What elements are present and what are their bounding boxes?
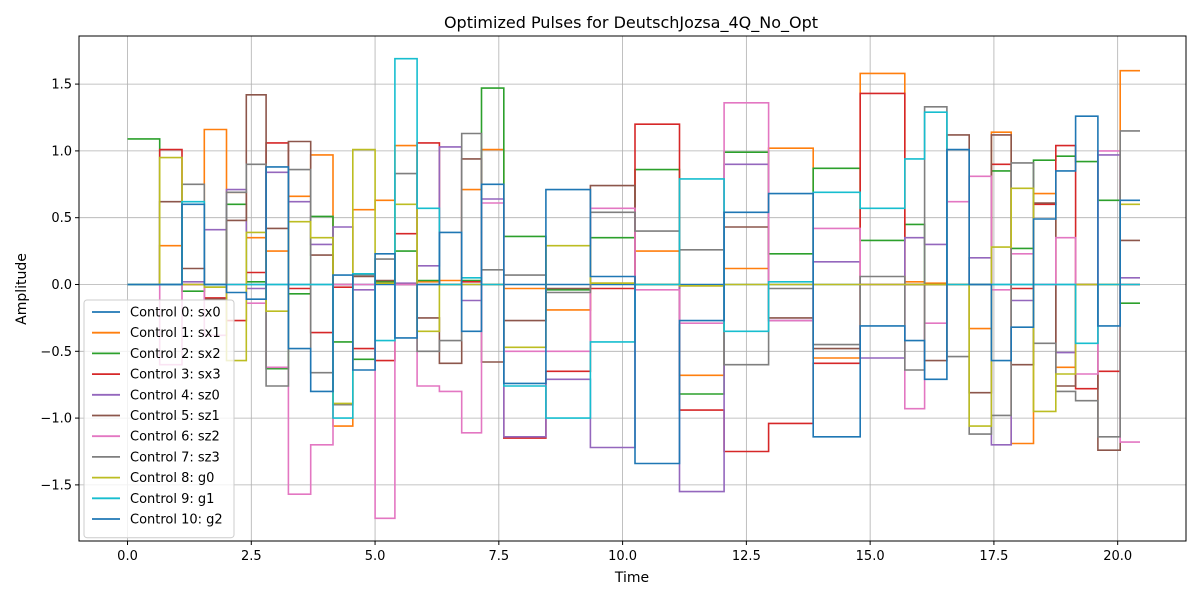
x-tick-label: 7.5	[488, 549, 509, 564]
legend: Control 0: sx0 Control 1: sx1 Control 2: s…	[83, 299, 235, 539]
plot-series	[127, 57, 1140, 520]
series-line-9	[127, 57, 1140, 419]
legend-label-2: Control 2: sx2	[130, 347, 221, 362]
legend-label-0: Control 0: sx0	[130, 306, 221, 321]
legend-label-7: Control 7: sz3	[130, 450, 220, 465]
y-tick-label: 0.0	[51, 278, 72, 293]
y-tick-label: 1.5	[51, 78, 72, 93]
chart-title: Optimized Pulses for DeutschJozsa_4Q_No_…	[444, 13, 818, 33]
series-line-7	[127, 106, 1140, 438]
legend-label-1: Control 1: sx1	[130, 326, 221, 341]
legend-label-4: Control 4: sz0	[130, 388, 220, 403]
y-tick-label: 0.5	[51, 211, 72, 226]
x-tick-label: 17.5	[979, 549, 1008, 564]
y-tick-label: −1.5	[40, 478, 72, 493]
legend-label-8: Control 8: g0	[130, 471, 214, 486]
y-tick-label: 1.0	[51, 144, 72, 159]
legend-label-6: Control 6: sz2	[130, 430, 220, 445]
legend-label-10: Control 10: g2	[130, 513, 223, 528]
grid	[79, 36, 1186, 541]
legend-label-5: Control 5: sz1	[130, 409, 220, 424]
x-tick-label: 2.5	[241, 549, 262, 564]
y-tick-label: −0.5	[40, 345, 72, 360]
x-tick-label: 5.0	[365, 549, 386, 564]
x-tick-label: 10.0	[608, 549, 637, 564]
x-tick-label: 0.0	[117, 549, 138, 564]
axis-ticks: 0.0 2.5 5.0 7.5 10.0 12.5 15.0 17.5 20.0 −1.5 −1.0…	[40, 78, 1132, 564]
legend-label-3: Control 3: sx3	[130, 368, 221, 383]
legend-box	[83, 299, 235, 539]
x-tick-label: 12.5	[732, 549, 761, 564]
x-tick-label: 15.0	[856, 549, 885, 564]
x-axis-label: Time	[614, 570, 649, 586]
y-tick-label: −1.0	[40, 412, 72, 427]
legend-label-9: Control 9: g1	[130, 492, 214, 507]
series-line-10	[127, 115, 1140, 465]
x-tick-label: 20.0	[1103, 549, 1132, 564]
y-axis-label: Amplitude	[14, 253, 30, 325]
plot-frame	[78, 35, 1187, 542]
